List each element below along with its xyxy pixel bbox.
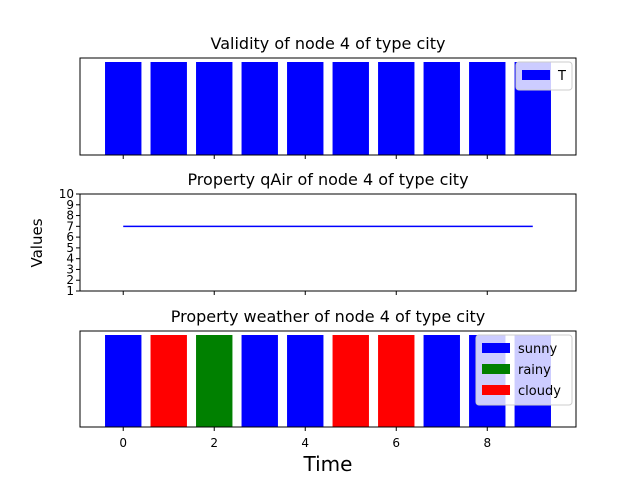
bar-T [378,62,415,155]
legend-swatch-rainy [482,364,510,374]
y-tick-label: 6 [66,230,74,244]
legend-swatch-cloudy [482,385,510,395]
x-axis-label-time: Time [303,452,353,476]
qair-y-axis-label: Values [28,218,46,267]
y-tick-label: 2 [66,273,74,287]
y-tick-label: 1 [66,284,74,298]
bar-sunny [241,335,278,427]
legend-label-T: T [557,69,566,84]
qair-title: Property qAir of node 4 of type city [187,170,468,189]
weather-legend: sunny rainy cloudy [475,334,573,406]
y-tick-label: 5 [66,241,74,255]
bar-T [287,62,324,155]
y-tick-label: 4 [66,252,74,266]
x-tick-label: 2 [210,436,218,450]
legend-label-sunny: sunny [518,342,557,357]
weather-axes-frame [79,330,577,428]
bar-T [241,62,278,155]
bar-T [469,62,506,155]
bar-cloudy [150,335,187,427]
x-tick-label: 4 [301,436,309,450]
weather-x-ticks: 0 2 4 6 8 [119,427,491,450]
x-tick-label: 0 [119,436,127,450]
bar-sunny [105,335,142,427]
bar-cloudy [332,335,369,427]
legend-swatch-T [522,70,550,80]
y-tick-label: 3 [66,262,74,276]
legend-swatch-sunny [482,343,510,353]
bar-sunny [287,335,324,427]
y-tick-label: 9 [66,198,74,212]
qair-axes-frame [79,193,577,292]
y-tick-label: 10 [59,187,74,201]
qair-x-ticks [122,291,488,295]
bar-rainy [196,335,233,427]
bar-cloudy [378,335,415,427]
legend-label-cloudy: cloudy [518,384,561,399]
validity-axes-frame [79,57,577,156]
qair-panel: Property qAir of node 4 of type city 123… [28,170,577,298]
validity-title: Validity of node 4 of type city [211,34,446,53]
validity-panel: Validity of node 4 of type city T [79,34,577,159]
y-tick-label: 8 [66,209,74,223]
validity-legend: T [515,61,573,91]
legend-label-rainy: rainy [518,363,551,378]
bar-T [196,62,233,155]
x-tick-label: 6 [392,436,400,450]
bar-T [332,62,369,155]
validity-x-ticks [122,155,488,159]
bar-T [150,62,187,155]
bar-T [423,62,460,155]
x-tick-label: 8 [483,436,491,450]
bar-T [105,62,142,155]
y-tick-label: 7 [66,219,74,233]
bar-sunny [423,335,460,427]
validity-bars [105,62,551,155]
weather-title: Property weather of node 4 of type city [171,307,486,326]
weather-panel: Property weather of node 4 of type city … [79,307,577,476]
